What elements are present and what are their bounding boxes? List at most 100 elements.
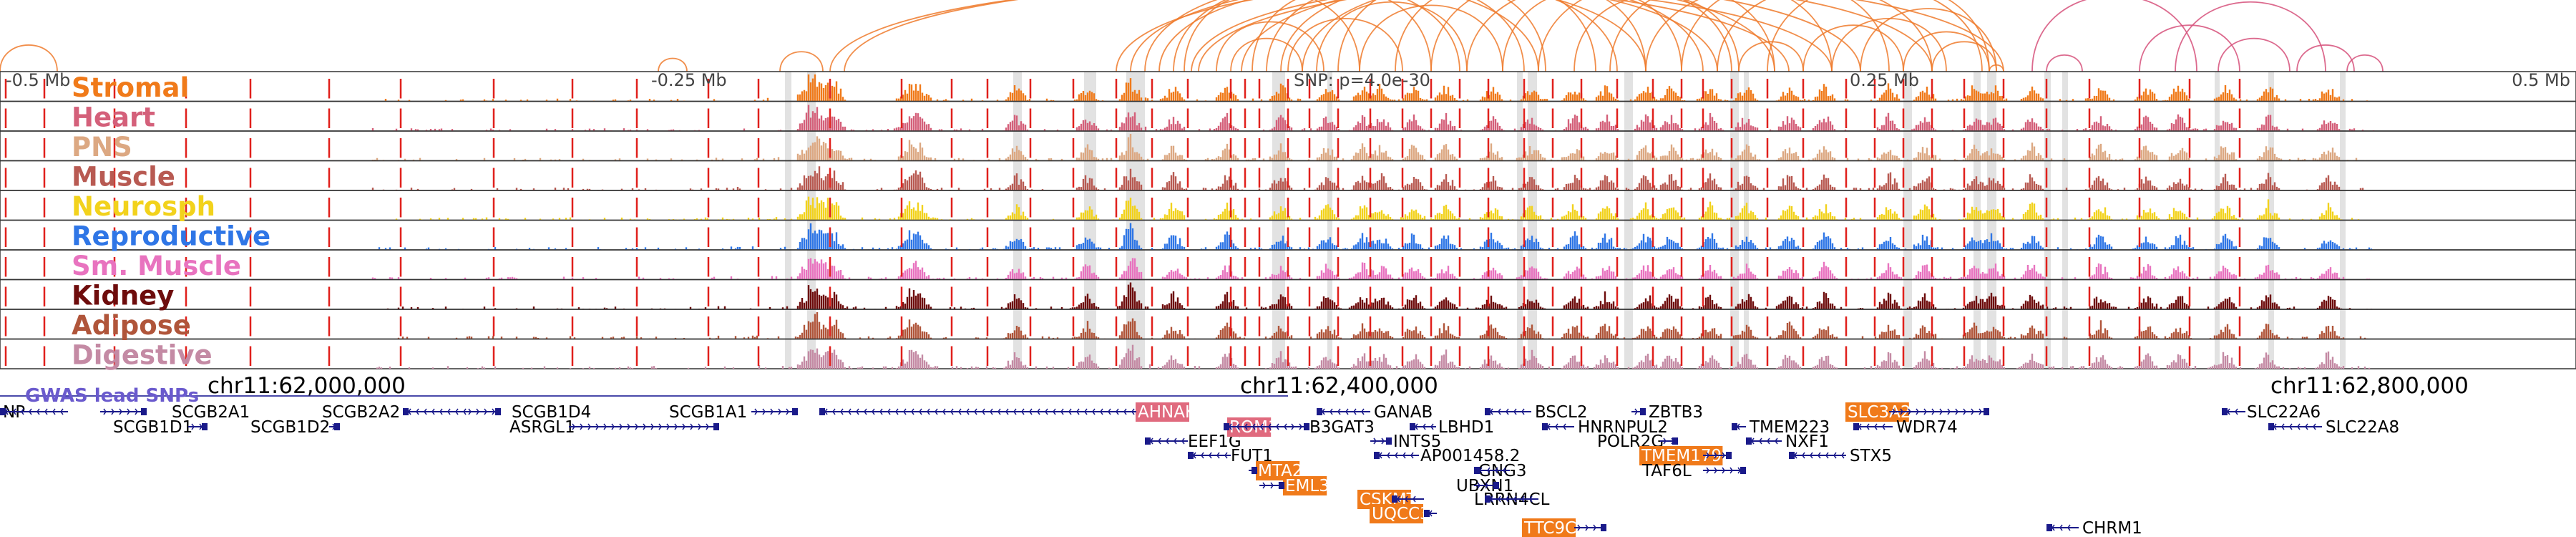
interaction-arc bbox=[1466, 0, 1732, 72]
interaction-arc bbox=[2346, 54, 2384, 72]
interaction-arc bbox=[2139, 24, 2240, 72]
interaction-arc bbox=[1287, 18, 1403, 72]
gene-exon bbox=[1145, 437, 1151, 445]
gene-slc3a2: SLC3A2 bbox=[1845, 402, 1989, 422]
gene-label: AHNAK bbox=[1138, 403, 1196, 422]
gene-label: SCGB1A1 bbox=[669, 403, 747, 422]
track-label: Neurosph bbox=[72, 191, 215, 222]
gene-strand-arrows bbox=[1373, 437, 1385, 445]
interaction-arc bbox=[1931, 41, 1997, 72]
gene-hnrnpul2: HNRNPUL2 bbox=[1542, 418, 1668, 437]
track-signal bbox=[378, 223, 2373, 250]
gene-ints5: INTS5 bbox=[1370, 432, 1441, 451]
gene-label: SCGB2A2 bbox=[322, 403, 400, 422]
gene-ap001458-2: AP001458.2 bbox=[1374, 447, 1520, 465]
coord-label-62800000: chr11:62,800,000 bbox=[2270, 373, 2469, 399]
gene-label: GANAB bbox=[1374, 403, 1433, 422]
interaction-arc bbox=[1144, 0, 1539, 72]
interaction-arc bbox=[1860, 8, 1997, 72]
gene-wdr74: WDR74 bbox=[1853, 418, 1958, 437]
interaction-arc bbox=[844, 0, 1790, 72]
gene-exon bbox=[1746, 437, 1752, 445]
track-label: Sm. Muscle bbox=[72, 251, 241, 281]
track-label: Adipose bbox=[72, 310, 191, 341]
gene-exon bbox=[1984, 408, 1989, 415]
gene-exon bbox=[1386, 437, 1392, 445]
gene-label: ASRGL1 bbox=[509, 418, 575, 437]
track-label: Reproductive bbox=[72, 221, 270, 252]
gene-b3gat3: B3GAT3 bbox=[1288, 418, 1375, 437]
gene-scgb1a1: SCGB1A1 bbox=[669, 403, 798, 422]
gene-highlight bbox=[1370, 504, 1423, 523]
interaction-arc bbox=[1717, 0, 1983, 72]
gene-label: SCGB2A1 bbox=[172, 403, 250, 422]
interaction-arc bbox=[1316, 1, 1468, 72]
gene-exon bbox=[713, 423, 719, 430]
gene-chrm1: CHRM1 bbox=[2046, 519, 2142, 537]
interaction-arc bbox=[1116, 0, 1861, 72]
gene-label: SLC22A8 bbox=[2326, 418, 2399, 437]
gene-ttc9c: TTC9C bbox=[1522, 518, 1606, 537]
gene-exon bbox=[1252, 467, 1257, 474]
gene-tmem223: TMEM223 bbox=[1732, 418, 1830, 437]
gene-exon bbox=[1188, 452, 1194, 459]
gene-exon bbox=[792, 408, 798, 415]
gene-exon bbox=[1279, 482, 1284, 489]
gene-strand-arrows bbox=[1634, 408, 1638, 415]
gene-exon bbox=[1853, 423, 1859, 430]
gene-exon bbox=[819, 408, 825, 415]
gene-exon bbox=[1224, 423, 1229, 430]
interaction-arc bbox=[1173, 0, 1460, 72]
gene-exon bbox=[1732, 423, 1737, 430]
interaction-arc bbox=[1903, 31, 1990, 72]
gene-exon bbox=[1474, 467, 1480, 474]
gene-lbhd1: LBHD1 bbox=[1410, 418, 1494, 437]
interaction-arc bbox=[829, 0, 1833, 72]
gene-label: TMEM223 bbox=[1749, 418, 1830, 437]
track-label: Heart bbox=[72, 102, 155, 133]
interaction-arc bbox=[1738, 41, 1804, 72]
coord-label-62000000: chr11:62,000,000 bbox=[208, 373, 406, 399]
track-signal bbox=[395, 196, 2360, 221]
gene-label: TTC9C bbox=[1523, 519, 1576, 537]
gene-label: AP001458.2 bbox=[1420, 447, 1520, 465]
gene-exon bbox=[334, 423, 340, 430]
interaction-arc bbox=[1241, 0, 1775, 72]
gene-exon bbox=[0, 408, 6, 415]
coord-label-62400000: chr11:62,400,000 bbox=[1240, 373, 1438, 399]
gene-strand-arrows bbox=[1577, 524, 1596, 531]
gene-label: B3GAT3 bbox=[1309, 418, 1375, 437]
interaction-arc bbox=[1574, 0, 1740, 72]
interaction-arc bbox=[1280, 0, 1618, 72]
gene-slc22a8: SLC22A8 bbox=[2268, 418, 2399, 437]
gene-exon bbox=[1424, 510, 1430, 517]
gene-asrgl1: ASRGL1 bbox=[509, 418, 719, 437]
gene-exon bbox=[1640, 408, 1646, 415]
interaction-arc bbox=[2046, 54, 2083, 72]
gene-strand-arrows bbox=[1892, 408, 1982, 415]
gene-strand-arrows bbox=[1706, 467, 1741, 474]
interaction-arc bbox=[779, 51, 824, 72]
gene-scgb1d2: SCGB1D2 bbox=[250, 418, 340, 437]
interaction-arc bbox=[0, 44, 58, 72]
axis-tick-minus-0.5: -0.5 Mb bbox=[6, 70, 70, 90]
axis-tick-0.5: 0.5 Mb bbox=[2512, 70, 2570, 90]
gene-exon bbox=[2222, 408, 2228, 415]
gene-gng3: GNG3 bbox=[1474, 462, 1526, 480]
gene-exon bbox=[1672, 437, 1678, 445]
gene-exon bbox=[403, 408, 409, 415]
gene-ahnak: AHNAK bbox=[819, 402, 1196, 422]
interaction-arcs bbox=[0, 0, 2384, 72]
interaction-arc bbox=[1337, 0, 1546, 72]
gene-taf6l: TAF6L bbox=[1641, 462, 1746, 480]
gene-rom1: ROM1 bbox=[1224, 417, 1288, 437]
gene-scgb1d1: SCGB1D1 bbox=[113, 418, 208, 437]
gene-strand-arrows bbox=[1291, 423, 1302, 430]
top-axis: -0.5 Mb -0.25 Mb SNP: p=4.0e-30 0.25 Mb … bbox=[6, 70, 2570, 90]
signal-tracks bbox=[0, 71, 2576, 369]
gene-label: SCGB1D4 bbox=[512, 403, 591, 422]
interaction-arc bbox=[2218, 37, 2290, 72]
gene-exon bbox=[1493, 482, 1499, 489]
